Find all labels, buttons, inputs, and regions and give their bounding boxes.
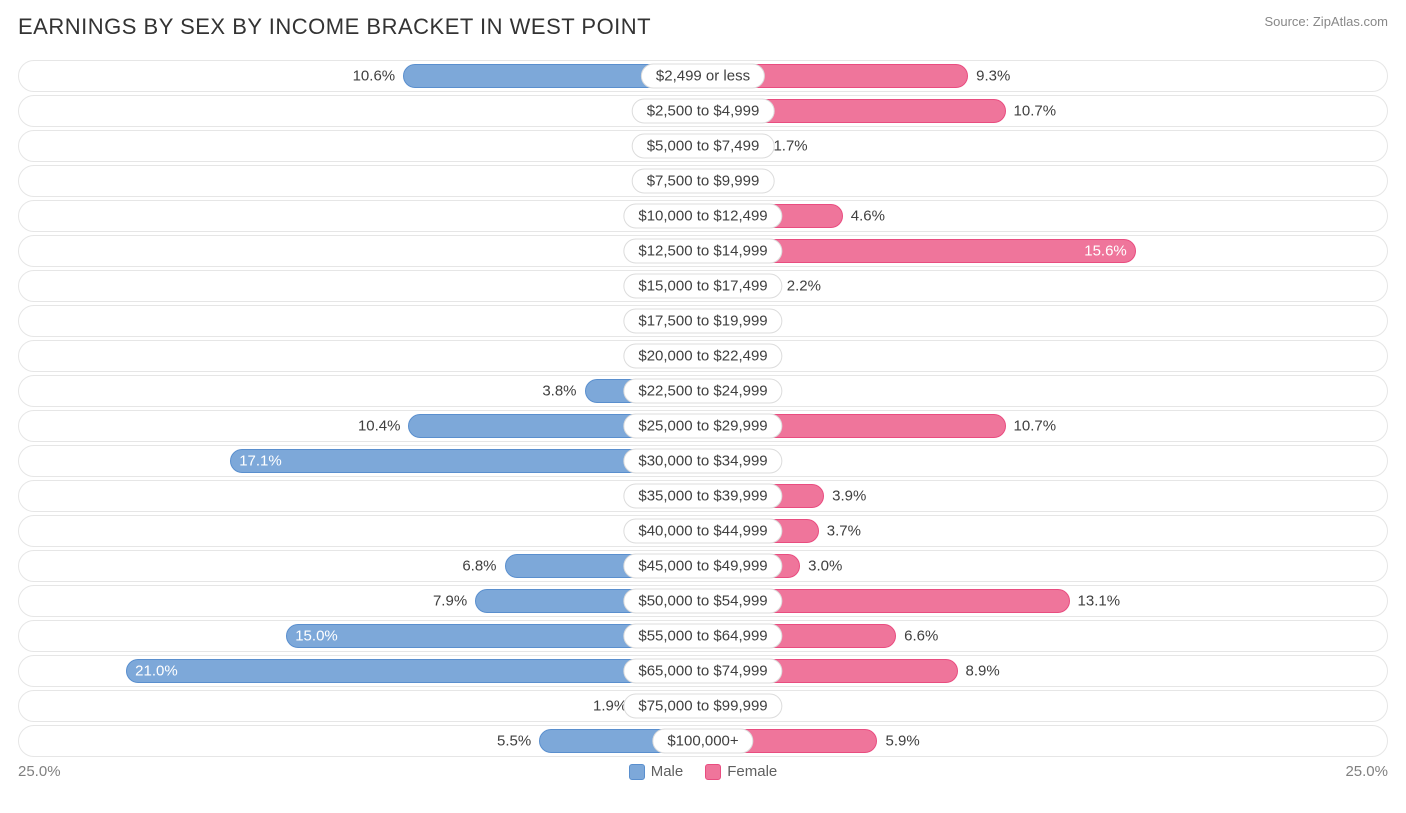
chart-row: 15.0% 6.6% $55,000 to $64,999 bbox=[18, 620, 1388, 652]
legend-swatch-female bbox=[705, 764, 721, 780]
chart-row: 21.0% 8.9% $65,000 to $74,999 bbox=[18, 655, 1388, 687]
female-value-label: 1.7% bbox=[773, 138, 807, 155]
legend-label-male: Male bbox=[651, 763, 684, 780]
chart-row: 0.0%10.7%$2,500 to $4,999 bbox=[18, 95, 1388, 127]
male-value-label: 7.9% bbox=[433, 593, 467, 610]
chart-header: EARNINGS BY SEX BY INCOME BRACKET IN WES… bbox=[18, 14, 1388, 40]
category-label: $100,000+ bbox=[652, 729, 753, 754]
category-label: $22,500 to $24,999 bbox=[623, 379, 782, 404]
male-value-label: 15.0% bbox=[295, 628, 338, 645]
legend-label-female: Female bbox=[727, 763, 777, 780]
category-label: $55,000 to $64,999 bbox=[623, 624, 782, 649]
chart-row: 0.0%0.0%$17,500 to $19,999 bbox=[18, 305, 1388, 337]
chart-row: 17.1%0.0%$30,000 to $34,999 bbox=[18, 445, 1388, 477]
axis-left-label: 25.0% bbox=[18, 763, 61, 780]
category-label: $2,499 or less bbox=[641, 64, 765, 89]
chart-row: 10.4% 10.7% $25,000 to $29,999 bbox=[18, 410, 1388, 442]
category-label: $20,000 to $22,499 bbox=[623, 344, 782, 369]
male-value-label: 10.6% bbox=[353, 68, 396, 85]
chart-row: 0.0%1.7%$5,000 to $7,499 bbox=[18, 130, 1388, 162]
male-value-label: 17.1% bbox=[239, 453, 282, 470]
female-value-label: 10.7% bbox=[1014, 103, 1057, 120]
category-label: $40,000 to $44,999 bbox=[623, 519, 782, 544]
chart-row: 7.9% 13.1% $50,000 to $54,999 bbox=[18, 585, 1388, 617]
category-label: $10,000 to $12,499 bbox=[623, 204, 782, 229]
diverging-bar-chart: 10.6%9.3%$2,499 or less0.0%10.7%$2,500 t… bbox=[18, 60, 1388, 757]
chart-row: 1.9%0.0%$75,000 to $99,999 bbox=[18, 690, 1388, 722]
male-value-label: 5.5% bbox=[497, 733, 531, 750]
female-value-label: 13.1% bbox=[1078, 593, 1121, 610]
chart-source: Source: ZipAtlas.com bbox=[1264, 14, 1388, 29]
female-value-label: 3.0% bbox=[808, 558, 842, 575]
chart-row: 10.6% 9.3% $2,499 or less bbox=[18, 60, 1388, 92]
female-value-label: 9.3% bbox=[976, 68, 1010, 85]
female-value-label: 6.6% bbox=[904, 628, 938, 645]
chart-row: 0.0%4.6%$10,000 to $12,499 bbox=[18, 200, 1388, 232]
male-value-label: 6.8% bbox=[462, 558, 496, 575]
axis-right-label: 25.0% bbox=[1345, 763, 1388, 780]
legend-swatch-male bbox=[629, 764, 645, 780]
category-label: $17,500 to $19,999 bbox=[623, 309, 782, 334]
legend-female: Female bbox=[705, 763, 777, 780]
category-label: $25,000 to $29,999 bbox=[623, 414, 782, 439]
category-label: $7,500 to $9,999 bbox=[632, 169, 775, 194]
legend-male: Male bbox=[629, 763, 684, 780]
chart-row: 0.0%15.6%$12,500 to $14,999 bbox=[18, 235, 1388, 267]
category-label: $45,000 to $49,999 bbox=[623, 554, 782, 579]
female-value-label: 5.9% bbox=[885, 733, 919, 750]
male-value-label: 21.0% bbox=[135, 663, 178, 680]
female-value-label: 3.9% bbox=[832, 488, 866, 505]
chart-legend: Male Female bbox=[629, 763, 778, 780]
chart-row: 0.0%2.2%$15,000 to $17,499 bbox=[18, 270, 1388, 302]
female-value-label: 10.7% bbox=[1014, 418, 1057, 435]
chart-row: 5.5% 5.9% $100,000+ bbox=[18, 725, 1388, 757]
female-value-label: 15.6% bbox=[1084, 243, 1127, 260]
male-value-label: 1.9% bbox=[593, 698, 627, 715]
female-value-label: 8.9% bbox=[966, 663, 1000, 680]
category-label: $50,000 to $54,999 bbox=[623, 589, 782, 614]
chart-title: EARNINGS BY SEX BY INCOME BRACKET IN WES… bbox=[18, 14, 651, 40]
category-label: $75,000 to $99,999 bbox=[623, 694, 782, 719]
female-value-label: 2.2% bbox=[787, 278, 821, 295]
female-value-label: 4.6% bbox=[851, 208, 885, 225]
chart-row: 6.8% 3.0% $45,000 to $49,999 bbox=[18, 550, 1388, 582]
chart-row: 0.0%0.0%$7,500 to $9,999 bbox=[18, 165, 1388, 197]
category-label: $5,000 to $7,499 bbox=[632, 134, 775, 159]
chart-row: 0.0%3.9%$35,000 to $39,999 bbox=[18, 480, 1388, 512]
category-label: $30,000 to $34,999 bbox=[623, 449, 782, 474]
male-bar bbox=[126, 659, 703, 683]
category-label: $65,000 to $74,999 bbox=[623, 659, 782, 684]
category-label: $35,000 to $39,999 bbox=[623, 484, 782, 509]
chart-row: 3.8%0.0%$22,500 to $24,999 bbox=[18, 375, 1388, 407]
chart-row: 0.0%3.7%$40,000 to $44,999 bbox=[18, 515, 1388, 547]
female-value-label: 3.7% bbox=[827, 523, 861, 540]
category-label: $12,500 to $14,999 bbox=[623, 239, 782, 264]
male-value-label: 3.8% bbox=[542, 383, 576, 400]
category-label: $15,000 to $17,499 bbox=[623, 274, 782, 299]
category-label: $2,500 to $4,999 bbox=[632, 99, 775, 124]
male-value-label: 10.4% bbox=[358, 418, 401, 435]
chart-footer: 25.0% Male Female 25.0% bbox=[18, 763, 1388, 780]
chart-row: 0.0%0.0%$20,000 to $22,499 bbox=[18, 340, 1388, 372]
